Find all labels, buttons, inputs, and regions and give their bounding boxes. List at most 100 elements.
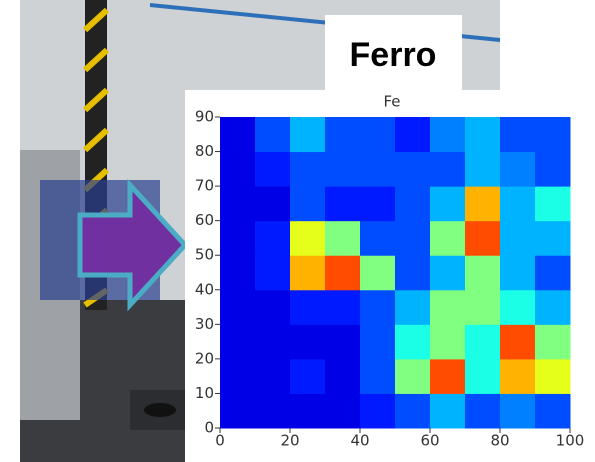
- x-tick-label: 20: [280, 432, 299, 450]
- heat-cell: [290, 359, 326, 394]
- heat-cell: [395, 359, 431, 394]
- y-tick-label: 30: [195, 315, 214, 333]
- heat-cell: [535, 255, 571, 290]
- heat-cell: [535, 221, 571, 256]
- heat-cell: [465, 152, 501, 187]
- heat-cell: [360, 290, 396, 325]
- y-tick-label: 80: [195, 142, 214, 160]
- heat-cell: [360, 359, 396, 394]
- heat-cell: [500, 221, 536, 256]
- heat-cell: [395, 255, 431, 290]
- heat-cell: [465, 117, 501, 152]
- heat-cell: [360, 393, 396, 428]
- heat-cell: [360, 255, 396, 290]
- slide: Ferro Fe 0204060801000102030405060708090: [0, 0, 595, 462]
- heat-cell: [360, 324, 396, 359]
- heat-cell: [395, 152, 431, 187]
- heat-cell: [535, 359, 571, 394]
- x-tick-label: 100: [556, 432, 585, 450]
- x-tick-label: 40: [350, 432, 369, 450]
- y-tick-label: 40: [195, 280, 214, 298]
- heat-cell: [325, 152, 361, 187]
- heat-cell: [220, 393, 256, 428]
- heat-cell: [535, 324, 571, 359]
- heat-cell: [500, 359, 536, 394]
- heat-cell: [220, 255, 256, 290]
- heat-cell: [255, 324, 291, 359]
- heat-cell: [255, 221, 291, 256]
- heat-cell: [500, 393, 536, 428]
- heat-cell: [325, 255, 361, 290]
- heat-cell: [360, 152, 396, 187]
- heat-cell: [500, 255, 536, 290]
- heat-cell: [255, 186, 291, 221]
- y-tick-label: 70: [195, 177, 214, 195]
- heat-cell: [465, 393, 501, 428]
- heat-cell: [290, 324, 326, 359]
- heat-cell: [535, 393, 571, 428]
- y-tick-label: 20: [195, 349, 214, 367]
- heat-cell: [430, 221, 466, 256]
- y-tick-label: 90: [195, 108, 214, 126]
- heat-cell: [430, 255, 466, 290]
- heat-cell: [290, 290, 326, 325]
- page: Ferro Fe 0204060801000102030405060708090…: [0, 0, 595, 462]
- heat-cell: [465, 359, 501, 394]
- heat-cell: [465, 186, 501, 221]
- heat-cell: [290, 255, 326, 290]
- heat-cell: [500, 186, 536, 221]
- y-tick-label: 0: [204, 419, 214, 437]
- heat-cell: [255, 393, 291, 428]
- heat-cell: [500, 290, 536, 325]
- label: Ferro: [350, 36, 437, 74]
- heat-cell: [220, 290, 256, 325]
- heat-cell: [360, 221, 396, 256]
- heat-cell: [535, 152, 571, 187]
- heat-cell: [290, 393, 326, 428]
- heat-cell: [325, 117, 361, 152]
- x-tick-label: 80: [490, 432, 509, 450]
- heat-cell: [430, 117, 466, 152]
- heat-cell: [325, 290, 361, 325]
- heat-cell: [395, 393, 431, 428]
- heat-cell: [325, 324, 361, 359]
- heat-cell: [325, 393, 361, 428]
- heat-cell: [395, 221, 431, 256]
- heat-cell: [465, 255, 501, 290]
- heat-cell: [325, 186, 361, 221]
- heat-cell: [220, 152, 256, 187]
- heat-cell: [500, 324, 536, 359]
- heat-cell: [360, 186, 396, 221]
- heat-cell: [395, 290, 431, 325]
- chart-title: Fe: [383, 93, 400, 111]
- heat-cell: [535, 186, 571, 221]
- y-tick-label: 60: [195, 211, 214, 229]
- heat-cell: [430, 359, 466, 394]
- heat-cell: [465, 221, 501, 256]
- heat-cell: [395, 324, 431, 359]
- heat-cell: [325, 221, 361, 256]
- heat-cell: [220, 117, 256, 152]
- heat-cell: [500, 152, 536, 187]
- heat-cell: [290, 152, 326, 187]
- heat-cell: [325, 359, 361, 394]
- heat-cell: [220, 186, 256, 221]
- heat-cell: [290, 186, 326, 221]
- y-tick-label: 50: [195, 246, 214, 264]
- heat-cell: [255, 117, 291, 152]
- heat-cell: [255, 359, 291, 394]
- heat-cell: [430, 393, 466, 428]
- heat-cell: [255, 290, 291, 325]
- heat-cell: [290, 221, 326, 256]
- heat-cell: [395, 186, 431, 221]
- heat-cell: [395, 117, 431, 152]
- heat-cell: [535, 290, 571, 325]
- heat-cell: [360, 117, 396, 152]
- heat-cell: [255, 255, 291, 290]
- heat-cell: [290, 117, 326, 152]
- heat-cell: [430, 152, 466, 187]
- heat-cell: [465, 324, 501, 359]
- x-tick-label: 0: [215, 432, 225, 450]
- heat-cell: [430, 186, 466, 221]
- heat-cell: [430, 290, 466, 325]
